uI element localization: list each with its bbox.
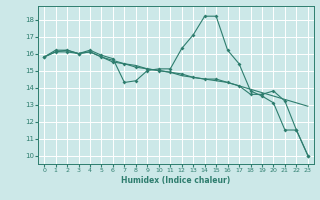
X-axis label: Humidex (Indice chaleur): Humidex (Indice chaleur)	[121, 176, 231, 185]
